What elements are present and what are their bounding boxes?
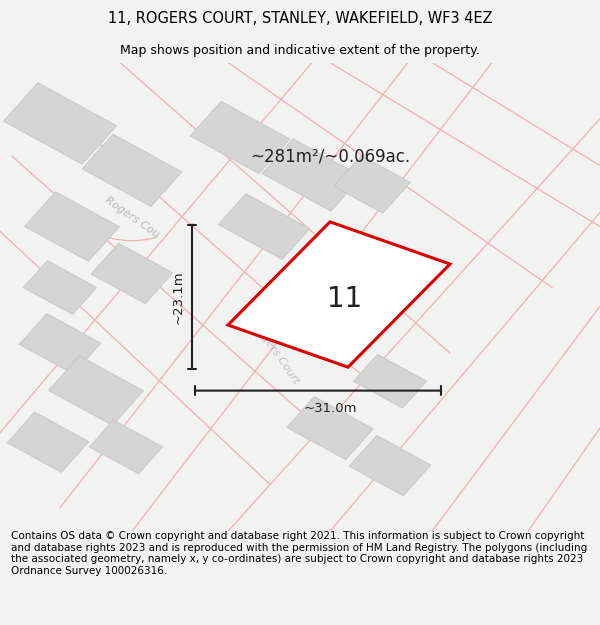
Text: ~23.1m: ~23.1m bbox=[172, 270, 185, 324]
Polygon shape bbox=[287, 397, 373, 459]
Text: Map shows position and indicative extent of the property.: Map shows position and indicative extent… bbox=[120, 44, 480, 57]
Text: Rogers Cou: Rogers Cou bbox=[103, 195, 161, 239]
Text: 11: 11 bbox=[328, 285, 362, 313]
Polygon shape bbox=[23, 261, 97, 314]
Polygon shape bbox=[353, 354, 427, 408]
Polygon shape bbox=[7, 412, 89, 472]
Text: 11, ROGERS COURT, STANLEY, WAKEFIELD, WF3 4EZ: 11, ROGERS COURT, STANLEY, WAKEFIELD, WF… bbox=[107, 11, 493, 26]
Polygon shape bbox=[262, 139, 362, 211]
Text: Contains OS data © Crown copyright and database right 2021. This information is : Contains OS data © Crown copyright and d… bbox=[11, 531, 587, 576]
Text: Rogers Court: Rogers Court bbox=[251, 321, 301, 386]
Polygon shape bbox=[19, 314, 101, 374]
Polygon shape bbox=[49, 356, 143, 426]
Polygon shape bbox=[4, 82, 116, 164]
Polygon shape bbox=[89, 420, 163, 474]
Polygon shape bbox=[334, 156, 410, 213]
Polygon shape bbox=[218, 194, 310, 259]
Polygon shape bbox=[25, 192, 119, 261]
Polygon shape bbox=[349, 436, 431, 496]
Polygon shape bbox=[91, 243, 173, 304]
Text: ~281m²/~0.069ac.: ~281m²/~0.069ac. bbox=[250, 148, 410, 165]
Polygon shape bbox=[228, 222, 450, 367]
Text: ~31.0m: ~31.0m bbox=[303, 402, 357, 416]
Polygon shape bbox=[82, 134, 182, 206]
Polygon shape bbox=[190, 101, 290, 174]
